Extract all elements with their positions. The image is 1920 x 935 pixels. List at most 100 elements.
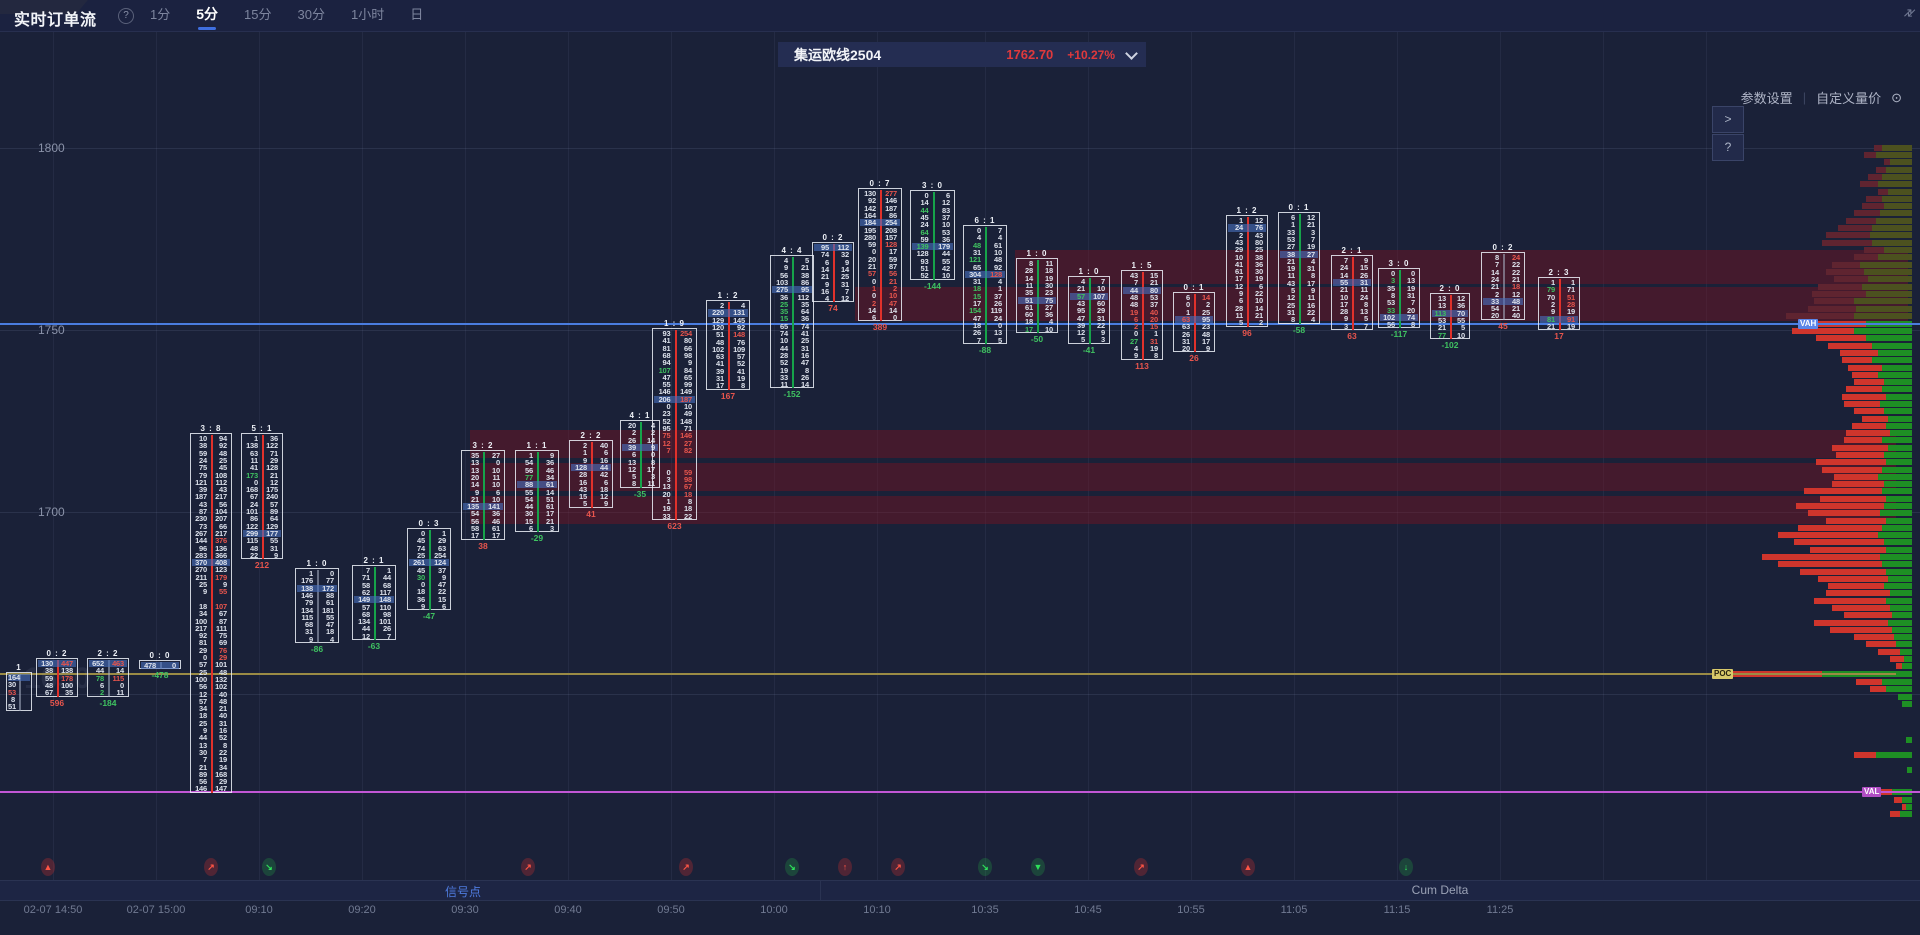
footprint-bar[interactable]: 5 : 1 1 36 138 122 63 71 11 29 41 128 173 21 0 12 168 17… [241,424,283,571]
signal-sell-icon[interactable]: ▼ [1031,858,1045,876]
bid-volume: 25 [199,718,207,728]
signal-buy-icon[interactable]: ↗ [891,858,905,876]
profile-buy-segment [1886,569,1912,575]
collapse-panel-button[interactable]: > [1712,106,1744,133]
profile-buy-segment [1880,210,1912,216]
ask-volume: 35 [65,688,73,698]
footprint-bar[interactable]: 3 : 0 0 0 3 13 35 19 8 31 53 7 33 20 102 74 56 8 -117 [1378,259,1420,340]
volume-profile-row [1832,481,1912,487]
footprint-bar[interactable]: 0 : 2 130 447 38 138 59 178 48 100 67 35 596 [36,649,78,709]
bid-volume: 48 [1130,292,1138,302]
signal-buy-icon[interactable]: ↗ [521,858,535,876]
ask-volume: 68 [383,580,391,590]
bar-delta: 96 [1242,327,1252,338]
signal-buy-icon[interactable]: ↗ [1134,858,1148,876]
signal-buy-icon[interactable]: ↑ [838,858,852,876]
footprint-bar[interactable]: 1 : 0 8 11 28 18 14 19 11 30 35 23 51 75 61 27 60 36 18 4 1… [1016,249,1058,345]
bid-volume: 56 [471,516,479,526]
chevron-down-icon[interactable] [1125,46,1138,60]
signal-sell-icon[interactable]: ↓ [1399,858,1413,876]
footprint-bar[interactable]: 0 : 7 130 277 92 146 142 187 164 86 184 254 195 208 2… [858,179,902,333]
footprint-row: 13 67 [654,483,695,491]
footprint-bar[interactable]: 1 : 2 2 4 220 131 129 145 120 92 51 148 48 76 102 109 6… [706,291,750,402]
bid-volume: 6 [632,450,636,460]
bid-volume: 61 [1025,302,1033,312]
gear-icon[interactable]: ⊙ [1891,89,1902,105]
ask-volume: 31 [270,543,278,553]
footprint-bar[interactable]: 1 : 1 1 9 54 36 56 46 77 34 88 61 55 14 54 51 44 61 30 17 1… [515,441,559,544]
footprint-bar[interactable]: 0 : 1 6 12 1 21 33 3 53 7 27 19 38 27 21 4 19 31 11 8 43 17 5… [1278,203,1320,336]
ask-volume: 49 [684,409,692,419]
volume-profile-row [1894,797,1912,803]
param-settings-button[interactable]: 参数设置 [1740,91,1793,106]
footprint-bar[interactable]: 0 : 1 6 14 0 2 1 25 63 95 63 23 26 48 31 17 20 9 26 [1173,283,1215,364]
footprint-bar[interactable]: 3 : 8 10 94 38 92 59 48 24 25 75 45 79 108 121 112 39 43… [190,424,232,805]
footprint-bar[interactable]: 1 : 5 43 15 7 21 44 80 48 53 48 37 19 40 6 20 2 15 0 1 27 31… [1121,261,1163,372]
footprint-bar[interactable]: 4 : 1 20 4 2 2 26 14 39 9 6 0 13 8 12 17 5 3 8 11 -35 [620,411,660,500]
footprint-bar[interactable]: 2 : 2 652 463 44 14 78 115 6 0 2 11 -184 [87,649,129,709]
ask-volume: 55 [942,256,950,266]
tab-5分[interactable]: 5分 [196,0,218,31]
signal-sell-icon[interactable]: ↘ [262,858,276,876]
signal-panel-label[interactable]: 信号点 [444,885,482,899]
signal-buy-icon[interactable]: ↗ [679,858,693,876]
footprint-bar[interactable]: 2 : 1 7 1 71 44 58 68 62 117 149 148 57 110 68 98 134 10… [352,556,396,652]
instrument-banner[interactable]: 集运欧线2504 1762.70 +10.27% [778,42,1146,67]
footprint-bar[interactable]: 0 : 2 95 112 74 32 6 9 14 14 21 25 9 31 16 7 4 12 74 [812,233,854,314]
signal-buy-icon[interactable]: ▲ [41,858,55,876]
tab-15分[interactable]: 15分 [244,7,272,22]
bid-volume: 10 [1340,292,1348,302]
tab-1分[interactable]: 1分 [150,7,171,22]
footprint-bar[interactable]: 6 : 1 0 7 4 4 48 61 31 10 121 48 65 92 304 128 31 4 18 1 15… [963,216,1007,356]
footprint-bar[interactable]: 1 164 30 53 8 51 [6,663,32,723]
footprint-bar[interactable]: 4 : 4 4 5 9 21 56 38 103 86 275 95 36 112 25 35 35 64 15 3… [770,246,814,400]
bid-volume: 6 [1239,296,1243,306]
footprint-row: 51 [8,703,30,711]
profile-buy-segment [1902,797,1912,803]
footprint-bar[interactable]: 1 : 0 1 0 176 77 138 172 146 88 79 61 134 181 115 55 68… [295,559,339,655]
panel-help-button[interactable]: ? [1712,134,1744,161]
footprint-bar[interactable]: 1 : 2 1 12 24 76 2 43 43 80 29 25 10 38 41 36 61 30 17 19 1… [1226,206,1268,339]
volume-profile-row [1846,218,1912,224]
footprint-bar[interactable]: 1 : 0 4 7 21 10 57 107 43 60 95 29 47 31 39 22 12 9 5 3 -41 [1068,267,1110,356]
fullscreen-icon[interactable]: ↗↙ [1902,5,1917,20]
footprint-row: 17 10 [1018,325,1056,333]
bid-volume: 31 [973,277,981,287]
tab-日[interactable]: 日 [410,7,424,22]
footprint-bar[interactable]: 0 : 3 0 1 45 29 74 63 25 254 261 124 45 37 30 9 0 47 18 22… [407,519,451,622]
ask-volume: 2 [893,283,897,293]
footprint-bar[interactable]: 2 : 2 2 40 1 6 9 16 128 44 28 42 16 6 43 18 15 12 5 9 41 [569,431,613,520]
footprint-bar[interactable]: 2 : 3 1 1 79 71 70 51 2 28 9 19 81 91 21 19 17 [1538,268,1580,342]
bid-volume: 35 [1387,283,1395,293]
ask-volume: 14 [647,435,655,445]
bid-volume: 4 [1134,344,1138,353]
help-icon[interactable]: ? [118,8,134,24]
footprint-bar[interactable]: 3 : 2 35 27 13 0 13 10 20 11 14 10 9 6 21 10 135 141 54 36… [461,441,505,552]
bid-volume: 21 [821,272,829,282]
signal-buy-icon[interactable]: ↗ [204,858,218,876]
bid-volume: 48 [250,543,258,553]
footprint-bar[interactable]: 2 : 0 13 12 13 36 113 70 53 55 21 5 77 10 -102 [1430,284,1470,351]
footprint-bar[interactable]: 3 : 0 0 6 14 12 44 83 45 37 24 10 64 53 59 36 139 179 128… [910,181,955,292]
custom-volume-button[interactable]: 自定义量价 [1816,91,1882,106]
price-axis-label: 1800 [38,141,65,155]
bar-box: 0 7 4 4 48 61 31 10 121 48 65 92 304 128 31 4 18 1 15 37 17 2… [963,225,1007,344]
ask-volume: 3 [1101,335,1105,345]
footprint-bar[interactable]: 1 : 9 93 254 41 80 81 66 68 98 94 9 107 84 47 65 55 99 14… [652,319,697,532]
ask-volume: 10 [1457,330,1465,340]
footprint-bar[interactable]: 2 : 1 7 9 24 15 14 26 55 31 21 11 10 24 17 8 28 13 9 5 3 7 63 [1331,246,1373,342]
ask-volume: 21 [801,263,809,273]
tab-1小时[interactable]: 1小时 [350,7,385,22]
tab-30分[interactable]: 30分 [297,7,325,22]
footprint-row: 370 408 [192,559,230,567]
signal-sell-icon[interactable]: ↘ [785,858,799,876]
signal-buy-icon[interactable]: ▲ [1241,858,1255,876]
signal-sell-icon[interactable]: ↘ [978,858,992,876]
footprint-bar[interactable]: 0 : 2 8 24 7 22 14 22 24 21 21 18 2 12 33 48 54 21 20 40 45 [1481,243,1525,332]
bid-volume: 2 [583,441,587,450]
cum-delta-panel-label[interactable]: Cum Delta [1411,883,1469,897]
footprint-bar[interactable]: 0 : 0 478 0 -478 [139,651,181,681]
